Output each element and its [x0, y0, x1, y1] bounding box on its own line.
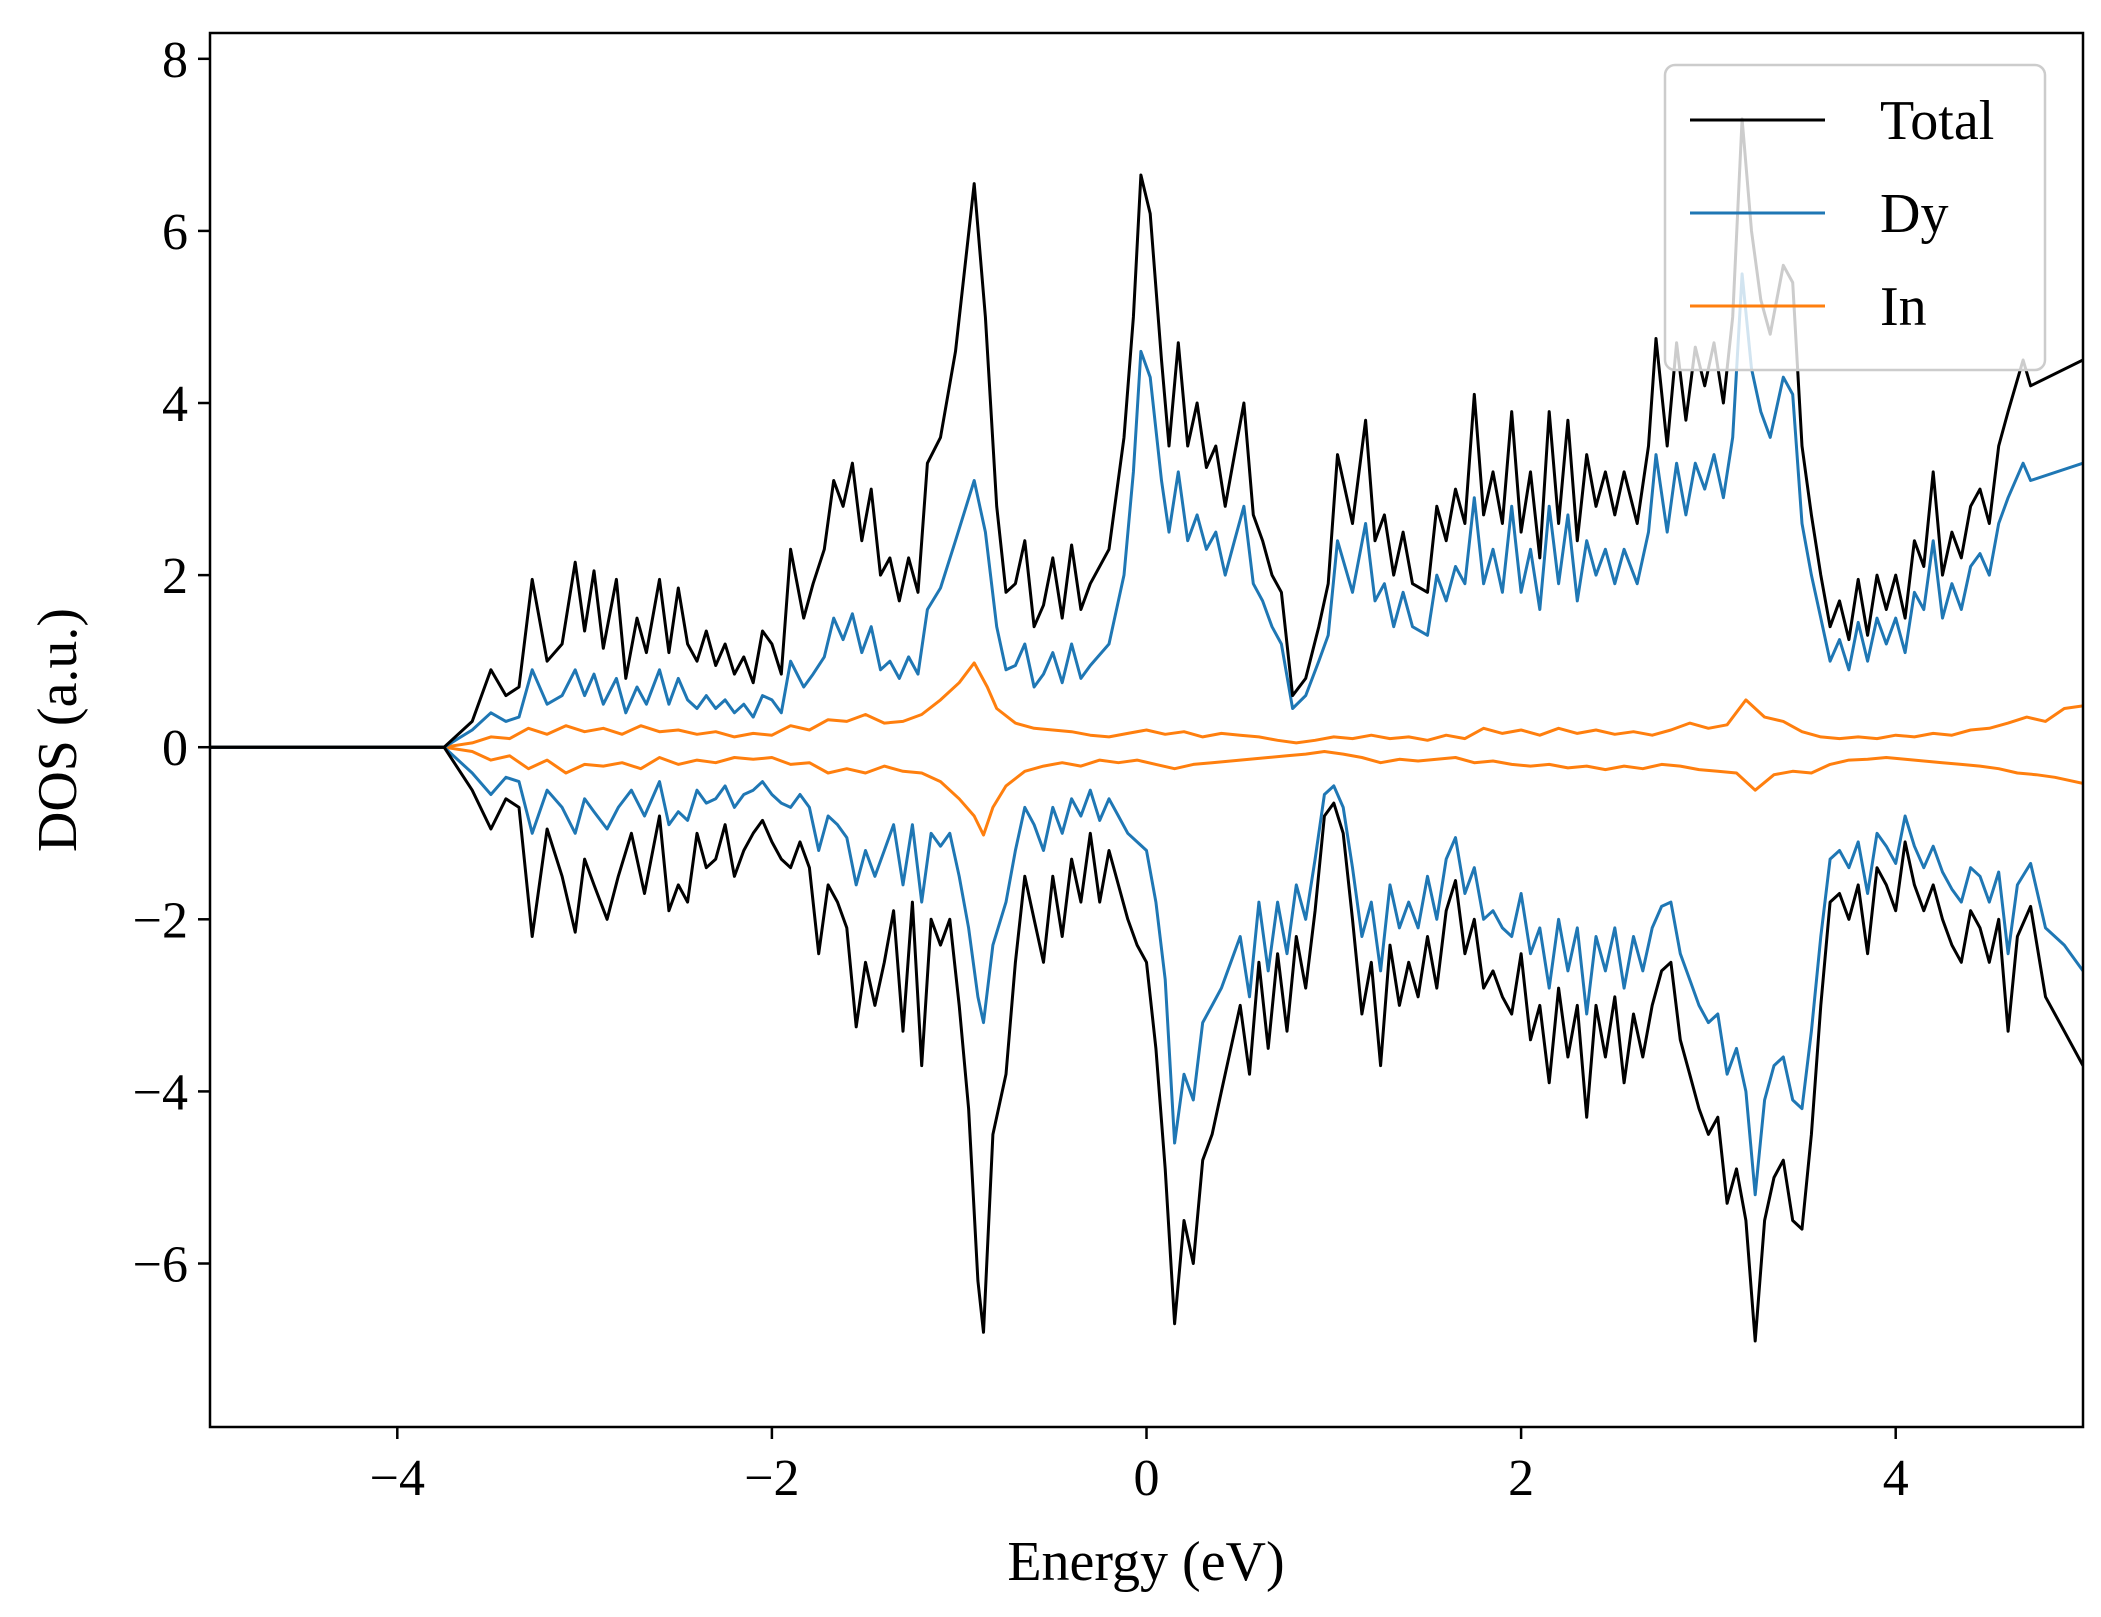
y-tick-label: −6 — [133, 1237, 188, 1294]
y-tick-label: 0 — [162, 720, 188, 777]
y-tick-label: 2 — [162, 548, 188, 605]
series-dy-down-line — [210, 745, 2083, 1197]
x-tick-label: 2 — [1508, 1450, 1534, 1507]
x-axis-label: Energy (eV) — [1007, 1531, 1284, 1593]
x-tick-label: −4 — [370, 1450, 425, 1507]
y-tick-label: −2 — [133, 892, 188, 949]
y-tick-label: 6 — [162, 204, 188, 261]
y-tick-label: −4 — [133, 1064, 188, 1121]
y-tick-label: 8 — [162, 32, 188, 89]
legend-box — [1663, 63, 2047, 372]
x-tick-label: 4 — [1883, 1450, 1909, 1507]
series-in-up-line — [210, 661, 2083, 749]
x-tick-label: 0 — [1134, 1450, 1160, 1507]
legend-label-total: Total — [1880, 90, 1994, 152]
x-tick-label: −2 — [744, 1450, 799, 1507]
legend: Total Dy In — [1663, 63, 2047, 372]
y-axis-label: DOS (a.u.) — [27, 608, 89, 852]
legend-label-dy: Dy — [1880, 183, 1948, 245]
legend-label-in: In — [1880, 276, 1927, 338]
series-dy-up-line — [210, 272, 2083, 749]
series-in-down-line — [210, 745, 2083, 837]
series-layer — [210, 117, 2083, 1343]
y-tick-label: 4 — [162, 376, 188, 433]
series-total-down-line — [210, 745, 2083, 1343]
x-axis-ticks: −4 −2 0 2 4 — [370, 1427, 1909, 1507]
y-axis-ticks: −6 −4 −2 0 2 4 6 8 — [133, 32, 210, 1294]
